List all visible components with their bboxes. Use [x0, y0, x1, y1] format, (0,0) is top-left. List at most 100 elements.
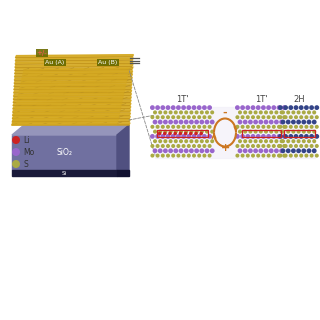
Circle shape [259, 148, 263, 153]
Text: -: - [223, 108, 227, 117]
Circle shape [235, 105, 240, 110]
Circle shape [264, 139, 268, 143]
Circle shape [267, 154, 271, 158]
Circle shape [184, 148, 188, 153]
Circle shape [314, 134, 319, 139]
Circle shape [254, 110, 258, 115]
Circle shape [261, 134, 266, 139]
Circle shape [315, 115, 319, 119]
Circle shape [199, 132, 203, 135]
Circle shape [163, 148, 168, 153]
Text: Au (A): Au (A) [45, 60, 65, 65]
Circle shape [176, 144, 180, 148]
Circle shape [286, 139, 290, 143]
Circle shape [158, 110, 162, 115]
Circle shape [241, 144, 244, 148]
Circle shape [173, 148, 178, 153]
Polygon shape [12, 116, 130, 119]
Circle shape [192, 154, 196, 158]
Circle shape [282, 115, 286, 119]
Circle shape [292, 110, 295, 115]
Text: SiO₂: SiO₂ [57, 148, 73, 157]
Circle shape [199, 120, 204, 124]
Circle shape [208, 144, 212, 148]
Circle shape [264, 110, 268, 115]
Circle shape [243, 139, 247, 143]
Circle shape [241, 154, 244, 158]
Circle shape [245, 105, 250, 110]
Polygon shape [14, 81, 132, 84]
Circle shape [278, 115, 282, 119]
Circle shape [243, 148, 248, 153]
Circle shape [259, 110, 263, 115]
Bar [242, 130, 281, 137]
Circle shape [312, 148, 316, 153]
Circle shape [294, 144, 298, 148]
Circle shape [312, 110, 316, 115]
Circle shape [307, 130, 311, 134]
Circle shape [309, 134, 314, 139]
Circle shape [288, 105, 293, 110]
Circle shape [195, 130, 199, 134]
Circle shape [264, 120, 268, 124]
Circle shape [246, 144, 250, 148]
Circle shape [235, 134, 240, 139]
Circle shape [166, 115, 170, 119]
Polygon shape [13, 110, 131, 112]
Circle shape [184, 130, 188, 134]
Circle shape [166, 134, 171, 139]
Circle shape [271, 134, 276, 139]
Circle shape [204, 148, 209, 153]
Circle shape [282, 154, 286, 158]
Text: Au (B): Au (B) [98, 60, 118, 65]
Circle shape [277, 144, 281, 148]
Circle shape [309, 115, 314, 119]
Circle shape [304, 134, 309, 139]
Circle shape [192, 144, 196, 148]
Polygon shape [15, 55, 133, 58]
Circle shape [274, 130, 278, 134]
Circle shape [195, 139, 199, 143]
Circle shape [289, 115, 293, 119]
Circle shape [192, 134, 196, 139]
Circle shape [184, 132, 188, 135]
Circle shape [315, 144, 319, 148]
Circle shape [261, 144, 265, 148]
Circle shape [160, 134, 165, 139]
Circle shape [251, 144, 255, 148]
Circle shape [294, 125, 298, 129]
Circle shape [187, 115, 191, 119]
Circle shape [207, 105, 212, 110]
Circle shape [251, 134, 255, 139]
Circle shape [253, 148, 258, 153]
Circle shape [264, 130, 268, 134]
Circle shape [282, 144, 286, 148]
Circle shape [195, 110, 199, 115]
Circle shape [272, 144, 276, 148]
Circle shape [160, 105, 165, 110]
Circle shape [192, 125, 196, 129]
Circle shape [187, 134, 191, 139]
Circle shape [182, 144, 186, 148]
Circle shape [156, 144, 160, 148]
Circle shape [171, 144, 175, 148]
Circle shape [184, 120, 188, 124]
Polygon shape [15, 68, 133, 71]
Circle shape [248, 110, 252, 115]
Circle shape [169, 130, 172, 134]
Circle shape [205, 110, 209, 115]
Polygon shape [12, 125, 129, 135]
Circle shape [281, 110, 285, 115]
Circle shape [164, 139, 167, 143]
Circle shape [184, 110, 188, 115]
Circle shape [278, 154, 282, 158]
Polygon shape [155, 107, 315, 158]
Circle shape [294, 115, 298, 119]
Circle shape [210, 120, 215, 124]
Circle shape [205, 130, 209, 134]
Circle shape [284, 125, 288, 129]
Circle shape [156, 125, 160, 129]
Circle shape [267, 125, 271, 129]
Polygon shape [14, 74, 132, 77]
Circle shape [166, 154, 170, 158]
